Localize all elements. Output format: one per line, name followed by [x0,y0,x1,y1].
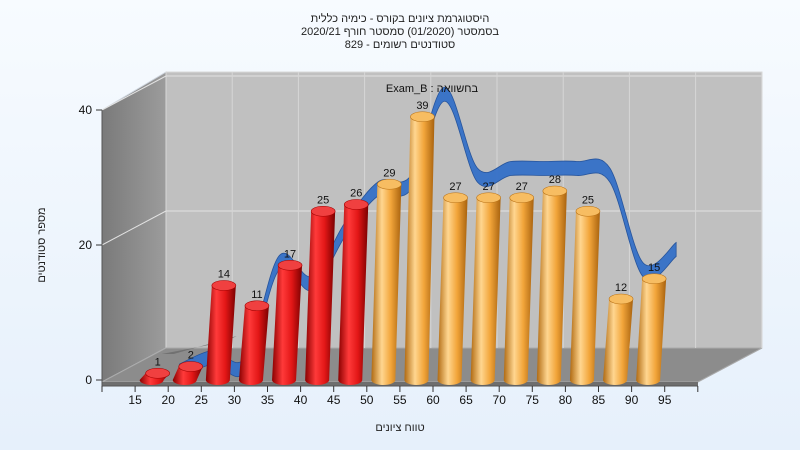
bar-top [443,192,468,204]
x-tick-label: 55 [393,393,407,407]
left-wall [101,71,167,383]
bar-red [338,199,369,385]
bar-top [410,111,435,123]
x-tick-label: 40 [294,393,308,407]
bar-top [145,367,170,379]
bar-orange [404,111,435,385]
bar-top [211,280,237,291]
bar-top [641,273,667,285]
bar-orange [569,205,601,385]
bar-value-label: 11 [251,289,262,301]
bar-red [238,300,270,385]
bar-top [575,205,601,217]
bar-body [404,111,435,385]
bar-value-label: 15 [648,262,660,274]
x-tick-label: 60 [426,393,440,407]
bar-value-label: 28 [549,174,561,186]
bar-value-label: 1 [155,356,161,368]
x-tick-label: 95 [658,393,672,407]
x-tick-label: 50 [360,393,374,407]
bars [139,111,667,385]
bar-value-label: 29 [383,167,395,179]
bar-value-label: 12 [615,282,627,294]
bar-value-label: 27 [449,181,461,193]
gridline-left [101,210,167,246]
x-tick-label: 45 [327,393,341,407]
title-line-2: בסמסטר (01/2020) סמסטר חורף 2020/21 [301,26,499,38]
bar-top [542,185,568,197]
x-tick-label: 35 [261,393,275,407]
bar-body [371,179,402,385]
bar-top [310,205,336,217]
bar-orange [371,178,402,385]
x-tick-label: 90 [625,393,639,407]
x-tick-label: 30 [228,393,242,407]
x-tick-label: 85 [592,393,606,407]
bar-body [636,273,667,385]
bar-body [338,199,369,385]
bar-value-label: 14 [218,269,230,281]
x-tick-label: 65 [459,393,473,407]
x-axis: 15 20 25 30 35 40 45 50 55 60 65 70 75 80 85 90 95 [101,385,699,407]
bar-body [437,192,468,385]
bar-top [244,300,270,312]
legend-label: Exam_B : בחשוואה [386,83,479,95]
x-axis-title: טווח ציונים [375,422,424,434]
bar-orange [636,273,667,385]
y-axis: 0 20 40 [79,103,103,387]
bar-orange [536,185,568,385]
bar-orange [470,192,501,385]
bar-body [503,192,534,385]
bar-red [272,259,303,385]
bar-body [305,206,336,385]
bar-orange [437,192,468,385]
x-tick-label: 25 [195,393,209,407]
x-tick-label: 70 [493,393,507,407]
bar-value-label: 26 [350,188,362,200]
bar-top [608,293,634,305]
bar-value-label: 27 [516,181,528,193]
bar-red [139,367,170,385]
bar-body [536,186,567,385]
x-tick-label: 15 [128,393,142,407]
bar-body [569,206,600,385]
bar-top [509,192,535,204]
bar-body [205,280,236,385]
bar-value-label: 27 [483,181,495,193]
bar-top [178,361,204,372]
x-tick-label: 20 [162,393,176,407]
y-tick-label: 0 [85,373,92,387]
bar-top [377,178,402,190]
y-axis-title: מספר סטודנטים [36,207,48,282]
bar-body [238,300,269,385]
bar-value-label: 25 [582,194,594,206]
bar-body [470,192,501,385]
bar-red [305,205,336,385]
bar-orange [503,192,535,385]
title-line-3: סטודנטים רשומים - 829 [345,39,456,51]
x-tick-label: 80 [559,393,573,407]
bar-value-label: 39 [416,100,428,112]
title-line-1: היסטוגרמת ציונים בקורס - כימיה כללית [311,12,490,25]
bar-body [272,260,303,385]
bar-red [205,280,237,385]
y-tick-label: 20 [79,238,93,252]
bar-top [277,259,303,271]
x-tick-label: 75 [526,393,540,407]
bar-red [172,361,204,385]
gridline-left [101,75,167,111]
bar-orange [603,293,634,385]
bar-body [603,294,634,385]
bar-value-label: 2 [188,350,194,362]
bar-value-label: 17 [284,248,296,260]
y-tick-label: 40 [79,103,93,117]
bar-top [476,192,501,204]
bar-value-label: 25 [317,194,329,206]
bar-top [343,199,369,210]
